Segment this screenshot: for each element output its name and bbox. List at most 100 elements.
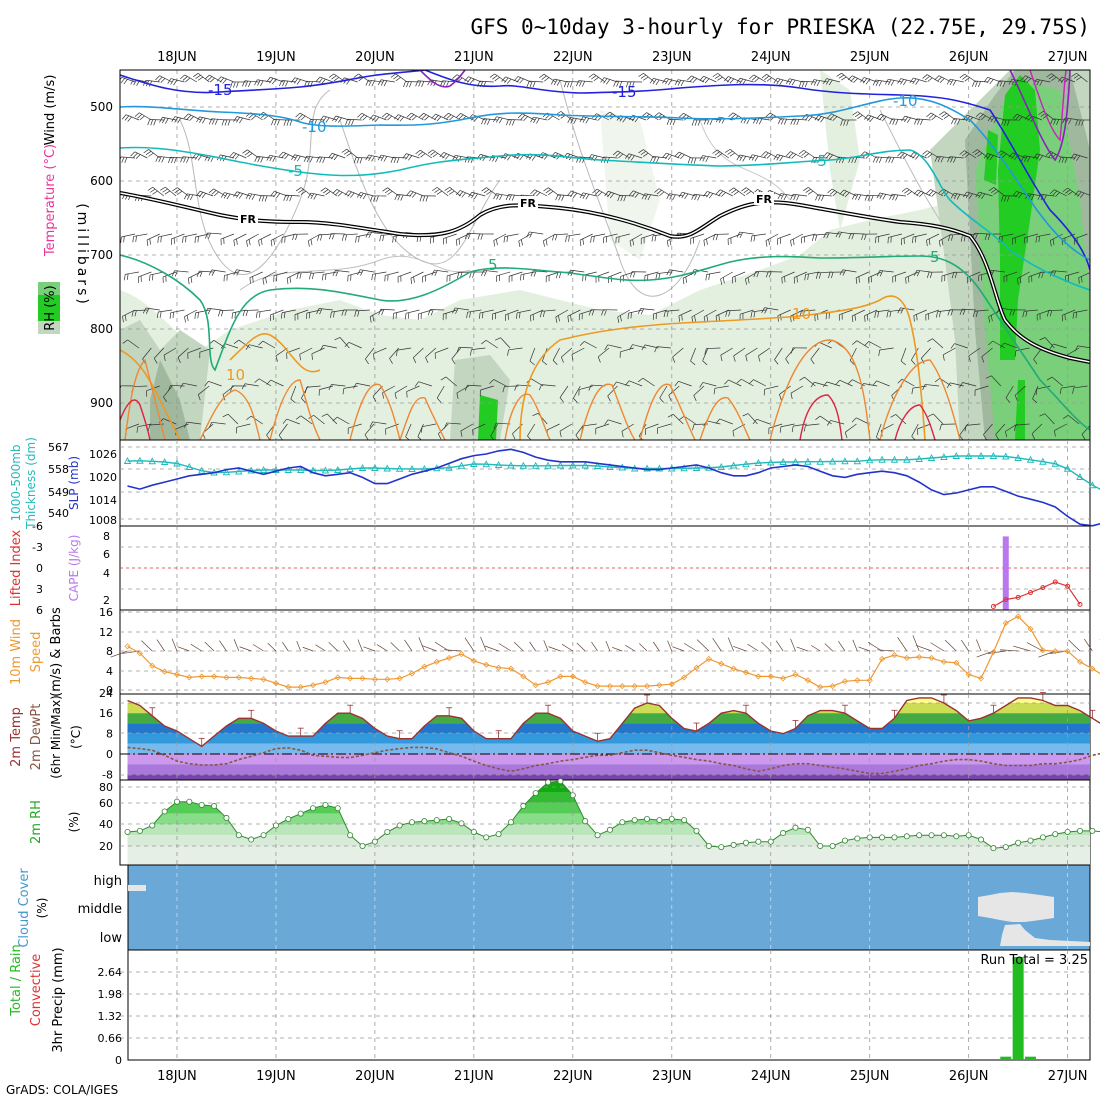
wind-barb-feather (765, 271, 769, 278)
isotherm-minus20 (419, 70, 1071, 162)
wind-barb-feather (862, 78, 868, 84)
wind-barb (133, 233, 148, 237)
wind-barb-feather (394, 194, 398, 201)
wind-barb (659, 385, 668, 399)
wind-barb-feather (236, 269, 240, 276)
wind-barb (917, 189, 931, 197)
wind-barb (765, 151, 779, 159)
wind-barb-feather (988, 316, 991, 323)
wind10-barb (652, 641, 660, 652)
wind-barb (372, 421, 387, 425)
pressure-axis-label: (millibars) (74, 203, 90, 307)
wind-barb-feather (304, 387, 307, 394)
wind-barb-feather (390, 157, 394, 163)
wind-barb-feather (736, 78, 741, 84)
wind-barb (348, 190, 362, 197)
wind-barb-feather (1006, 195, 1010, 202)
wind-barb-feather (911, 359, 916, 365)
wind-barb-feather (387, 190, 393, 196)
wind-barb-feather (640, 308, 644, 315)
wind-barb-feather (714, 74, 721, 79)
wind-barb-feather (823, 232, 827, 239)
wind-barb (485, 339, 498, 349)
wind-barb-feather (672, 356, 676, 363)
wind-barb (138, 271, 152, 278)
wind-barb-feather (421, 426, 423, 433)
wind-barb-feather (371, 156, 375, 162)
wind-barb-feather (851, 193, 856, 200)
wind-point (1064, 648, 1071, 655)
wind-barb (323, 344, 337, 349)
wind-barb-feather (183, 156, 187, 163)
wind-barb-feather (654, 235, 657, 242)
wind-barb-feather (472, 429, 474, 436)
wind-barb-feather (279, 80, 283, 86)
wind-barb-feather (1081, 434, 1086, 440)
wind-barb (916, 118, 931, 121)
wind-barb (595, 423, 610, 429)
wind10-barb (302, 646, 314, 652)
rh-point (272, 822, 279, 829)
wind-barb-feather (706, 315, 709, 322)
wind-point (841, 678, 849, 685)
wind-barb (1032, 385, 1039, 400)
wind-barb-feather (335, 116, 340, 122)
wind-barb-feather (790, 118, 794, 125)
wind-barb-feather (989, 155, 994, 161)
wind-barb-feather (926, 189, 931, 194)
wind-barb-feather (156, 311, 159, 318)
wind-barb-feather (682, 278, 685, 285)
wind-barb-feather (147, 119, 151, 126)
wind-barb (380, 308, 395, 311)
wind-barb-feather (573, 118, 577, 125)
wind-barb (1050, 151, 1063, 159)
wind-barb-feather (941, 190, 947, 195)
wind-barb-feather (659, 397, 664, 403)
wind-point (730, 665, 737, 672)
wind-barb (436, 187, 449, 197)
wind-tick: 16 (99, 606, 113, 619)
wind10-barb (696, 639, 710, 652)
wind-barb-feather (269, 155, 273, 162)
wind-barb-feather (403, 81, 406, 88)
wind-barb-feather (239, 117, 243, 124)
wind-barb-feather (182, 236, 184, 243)
wind-barb-feather (796, 119, 800, 126)
run-total-label: Run Total = 3.25 (980, 953, 1088, 968)
wind-barb-feather (619, 81, 623, 88)
thickness-point (606, 463, 614, 470)
wind-barb-feather (344, 309, 347, 316)
wind-barb-feather (328, 384, 332, 391)
wind-barb (715, 309, 729, 317)
wind10-barb (296, 641, 302, 652)
wind-barb-feather (408, 155, 413, 161)
wind-barb (184, 74, 198, 83)
wind-point (421, 663, 428, 670)
wind-barb-feather (174, 189, 180, 194)
rh-point (359, 843, 366, 850)
rh-markers (124, 778, 1096, 852)
date-label-top: 24JUN (751, 50, 791, 65)
wind-barb-feather (464, 385, 468, 391)
wind-barb (220, 76, 235, 83)
wind-barb-feather (730, 114, 736, 119)
wind-barb (839, 379, 853, 387)
wind-barb (964, 73, 977, 83)
wind-barb-feather (134, 310, 137, 317)
wind-barb-feather (353, 73, 359, 78)
thickness-point (940, 453, 948, 460)
wind-barb-feather (1004, 119, 1007, 126)
wind10-barb (712, 638, 722, 652)
wind-barb-feather (481, 339, 487, 345)
wind10-barb (672, 646, 685, 652)
date-label-top: 18JUN (157, 50, 197, 65)
wind-barb-feather (741, 187, 747, 192)
wind-barb (171, 233, 185, 240)
rh-band (127, 835, 1090, 846)
wind-barb-feather (1070, 153, 1075, 160)
wind-barb-feather (523, 116, 528, 121)
wind-barb-feather (430, 309, 434, 316)
wind-barb-feather (402, 153, 407, 159)
wind-barb-feather (909, 152, 915, 158)
wind-barb (346, 148, 358, 159)
